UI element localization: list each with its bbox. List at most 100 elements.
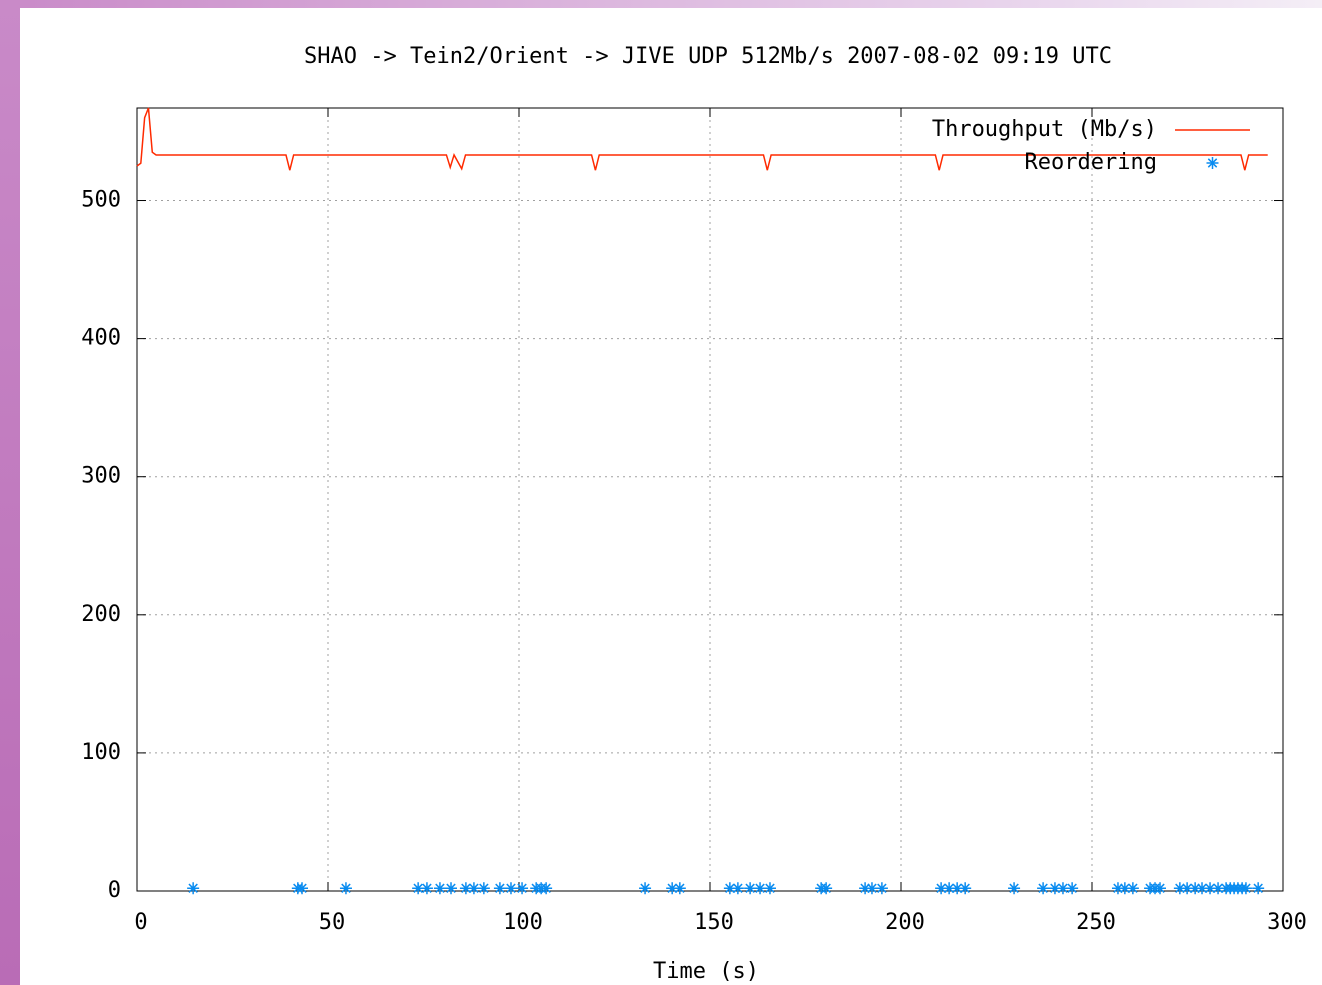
data-point xyxy=(540,882,553,895)
star-stroke xyxy=(944,883,954,893)
x-tick-label: 200 xyxy=(885,910,925,935)
star-stroke xyxy=(479,883,489,893)
star-stroke xyxy=(446,883,456,893)
star-stroke xyxy=(1058,883,1068,893)
chart-title: SHAO -> Tein2/Orient -> JIVE UDP 512Mb/s… xyxy=(304,44,1112,69)
x-tick-label: 0 xyxy=(134,910,147,935)
star-stroke xyxy=(936,883,946,893)
x-tick-label: 150 xyxy=(694,910,734,935)
data-point xyxy=(1181,882,1194,895)
data-point xyxy=(865,882,878,895)
data-point xyxy=(959,882,972,895)
star-stroke xyxy=(297,883,307,893)
star-stroke xyxy=(1207,158,1218,168)
y-tick-label: 200 xyxy=(81,602,121,627)
star-stroke xyxy=(341,883,351,893)
star-stroke xyxy=(1155,883,1165,893)
data-point xyxy=(875,882,888,895)
star-stroke xyxy=(1175,883,1185,893)
data-point xyxy=(339,882,352,895)
y-tick-label: 300 xyxy=(81,464,121,489)
data-point xyxy=(1239,882,1252,895)
star-stroke xyxy=(1190,883,1200,893)
star-stroke xyxy=(667,883,677,893)
x-axis-label: Time (s) xyxy=(653,959,759,984)
star-stroke xyxy=(1182,883,1192,893)
plot-border xyxy=(136,107,1284,892)
data-point xyxy=(445,882,458,895)
star-stroke xyxy=(517,883,527,893)
star-stroke xyxy=(733,883,743,893)
y-tick-label: 500 xyxy=(81,188,121,213)
star-stroke xyxy=(1253,883,1263,893)
data-line xyxy=(136,107,1268,171)
data-point xyxy=(459,882,472,895)
star-stroke xyxy=(1038,883,1048,893)
data-point xyxy=(935,882,948,895)
data-point xyxy=(723,882,736,895)
top-border xyxy=(0,0,1322,8)
legend-swatch xyxy=(1206,157,1219,169)
star-stroke xyxy=(422,883,432,893)
data-point xyxy=(951,882,964,895)
star-stroke xyxy=(1050,883,1060,893)
star-stroke xyxy=(1113,883,1123,893)
data-point xyxy=(1153,882,1166,895)
data-point xyxy=(1126,882,1139,895)
star-stroke xyxy=(1128,883,1138,893)
star-stroke xyxy=(541,883,551,893)
y-tick-label: 0 xyxy=(108,878,121,903)
star-stroke xyxy=(1197,883,1207,893)
data-point xyxy=(763,882,776,895)
y-tick-label: 100 xyxy=(81,740,121,765)
x-tick-label: 100 xyxy=(503,910,543,935)
star-stroke xyxy=(1213,883,1223,893)
x-tick-label: 50 xyxy=(319,910,346,935)
legend-label: Throughput (Mb/s) xyxy=(932,117,1157,142)
x-tick-label: 250 xyxy=(1076,910,1116,935)
data-point xyxy=(516,882,529,895)
data-point xyxy=(504,882,517,895)
data-point xyxy=(1037,882,1050,895)
star-stroke xyxy=(960,883,970,893)
star-stroke xyxy=(745,883,755,893)
data-point xyxy=(673,882,686,895)
data-point xyxy=(187,882,200,895)
star-stroke xyxy=(877,883,887,893)
star-stroke xyxy=(821,883,831,893)
star-stroke xyxy=(755,883,765,893)
star-stroke xyxy=(469,883,479,893)
star-stroke xyxy=(1120,883,1130,893)
data-point xyxy=(477,882,490,895)
star-stroke xyxy=(1009,883,1019,893)
star-stroke xyxy=(675,883,685,893)
star-stroke xyxy=(765,883,775,893)
star-stroke xyxy=(640,883,650,893)
x-tick-label: 300 xyxy=(1267,910,1307,935)
star-stroke xyxy=(952,883,962,893)
data-point xyxy=(412,882,425,895)
star-stroke xyxy=(1241,883,1251,893)
star-stroke xyxy=(1205,883,1215,893)
star-stroke xyxy=(461,883,471,893)
data-point xyxy=(820,882,833,895)
data-point xyxy=(731,882,744,895)
star-stroke xyxy=(495,883,505,893)
star-stroke xyxy=(725,883,735,893)
y-tick-label: 400 xyxy=(81,326,121,351)
data-point xyxy=(433,882,446,895)
data-point xyxy=(1008,882,1021,895)
star-stroke xyxy=(506,883,516,893)
legend-label: Reordering xyxy=(1025,150,1157,175)
star-stroke xyxy=(1067,883,1077,893)
star-stroke xyxy=(435,883,445,893)
star-stroke xyxy=(188,883,198,893)
star-stroke xyxy=(867,883,877,893)
data-point xyxy=(296,882,309,895)
star-stroke xyxy=(413,883,423,893)
data-point xyxy=(420,882,433,895)
data-point xyxy=(1066,882,1079,895)
data-point xyxy=(1252,882,1265,895)
